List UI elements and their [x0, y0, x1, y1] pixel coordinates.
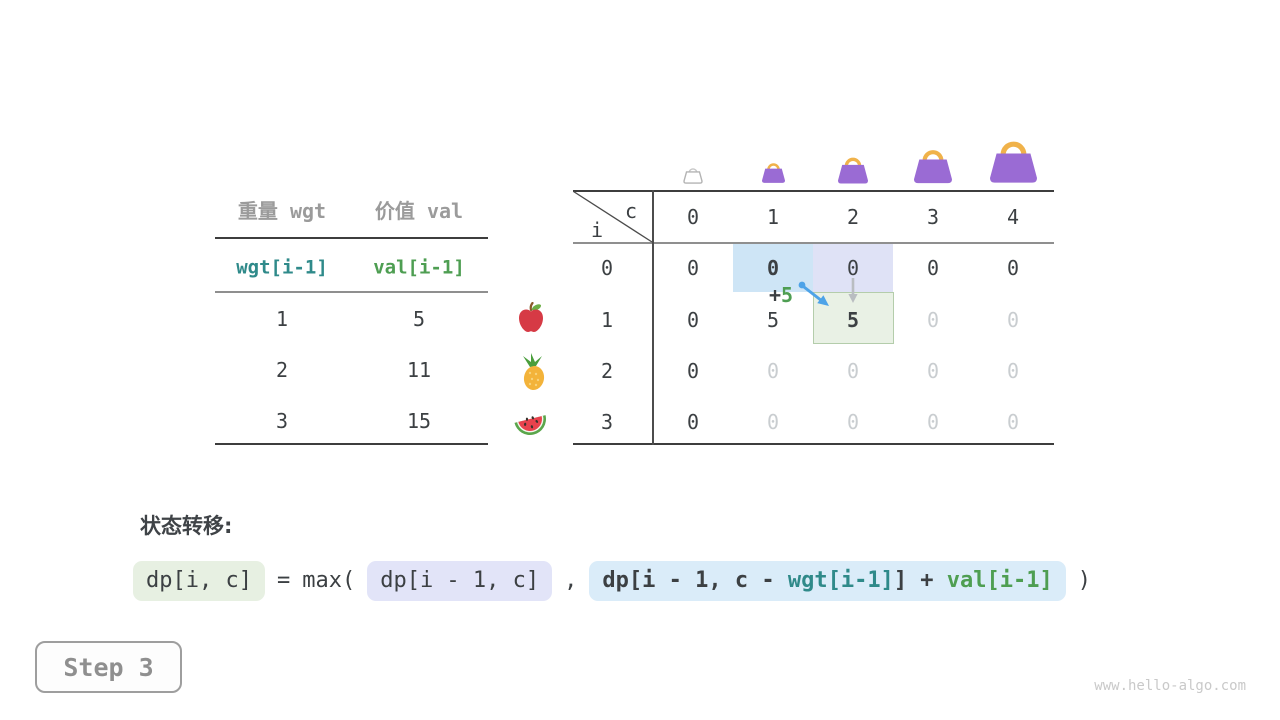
watermark: www.hello-algo.com: [1094, 678, 1246, 694]
items-table-wgt-symbol: wgt[i-1]: [236, 256, 328, 279]
dp-corner-col-label: c: [624, 199, 638, 223]
dp-cell-2-0: 0: [686, 359, 700, 383]
formula-equals: =: [276, 568, 291, 594]
formula-comma: ,: [564, 568, 578, 594]
dp-col-header-2: 2: [846, 205, 860, 229]
pineapple-icon: [517, 352, 549, 396]
dp-cell-0-2: 0: [846, 256, 860, 280]
item-weight-0: 1: [275, 307, 289, 331]
dp-cell-2-2: 0: [846, 359, 860, 383]
formula-take-option-pill: dp[i - 1, c - wgt[i-1]] + val[i-1]: [589, 561, 1066, 601]
bag-icon-capacity-4: [988, 137, 1039, 189]
dp-cell-0-0: 0: [686, 256, 700, 280]
item-weight-2: 3: [275, 409, 289, 433]
dp-cell-3-2: 0: [846, 410, 860, 434]
dp-cell-1-1: 5: [766, 308, 780, 332]
keep-arrowhead-icon: [848, 294, 858, 303]
dp-row-header-0: 0: [600, 256, 614, 280]
watermelon-icon: [510, 404, 550, 442]
step-button[interactable]: Step 3: [35, 641, 182, 693]
items-table-mid-rule: [215, 291, 488, 293]
formula-max-open: max(: [302, 568, 356, 594]
dp-cell-1-4: 0: [1006, 308, 1020, 332]
dp-corner-row-label: i: [590, 218, 604, 242]
annotation-value: 5: [781, 283, 794, 307]
dp-cell-0-1: 0: [766, 256, 780, 280]
dp-cell-3-4: 0: [1006, 410, 1020, 434]
take-arrow-origin-dot: [798, 281, 806, 289]
dp-col-header-3: 3: [926, 205, 940, 229]
dp-col-header-4: 4: [1006, 205, 1020, 229]
transition-arrows: [798, 278, 858, 306]
dp-row-header-2: 2: [600, 359, 614, 383]
item-value-0: 5: [412, 307, 426, 331]
item-value-1: 11: [406, 358, 432, 382]
apple-icon: [516, 301, 546, 338]
dp-cell-0-3: 0: [926, 256, 940, 280]
items-table-top-rule: [215, 237, 488, 239]
items-table-bottom-rule: [215, 443, 488, 445]
dp-cell-2-1: 0: [766, 359, 780, 383]
dp-row-header-1: 1: [600, 308, 614, 332]
annotation-plus-sign: +: [768, 283, 781, 307]
take-arrow-icon: [803, 285, 823, 303]
formula-take-mid: ] +: [893, 568, 947, 593]
dp-cell-3-1: 0: [766, 410, 780, 434]
dp-table-bottom-rule: [573, 443, 1054, 445]
bag-icon-capacity-3: [912, 146, 954, 189]
dp-col-header-0: 0: [686, 205, 700, 229]
dp-cell-2-4: 0: [1006, 359, 1020, 383]
dp-cell-0-4: 0: [1006, 256, 1020, 280]
formula-take-val: val[i-1]: [946, 568, 1053, 593]
formula-lhs-pill: dp[i, c]: [133, 561, 265, 601]
empty-bag-icon-capacity-0: [682, 165, 704, 189]
state-transition-label: 状态转移:: [140, 514, 233, 538]
dp-cell-3-0: 0: [686, 410, 700, 434]
item-weight-1: 2: [275, 358, 289, 382]
dp-cell-2-3: 0: [926, 359, 940, 383]
formula-close-paren: ): [1077, 568, 1092, 594]
formula-keep-option-pill: dp[i - 1, c]: [367, 561, 553, 601]
dp-cell-1-0: 0: [686, 308, 700, 332]
items-table-header-value: 价值 val: [374, 199, 464, 223]
formula-take-prefix: dp[i - 1, c -: [602, 568, 788, 593]
plus-value-annotation: +5: [769, 283, 793, 307]
item-value-2: 15: [406, 409, 432, 433]
dp-table-header-rule: [573, 242, 1054, 244]
dp-row-header-3: 3: [600, 410, 614, 434]
take-arrowhead-icon: [817, 295, 829, 306]
formula-take-wgt: wgt[i-1]: [787, 568, 894, 593]
dp-cell-1-3: 0: [926, 308, 940, 332]
dp-cell-3-3: 0: [926, 410, 940, 434]
state-transition-formula: dp[i, c] = max( dp[i - 1, c] , dp[i - 1,…: [133, 561, 1091, 601]
bag-icon-capacity-2: [836, 154, 870, 190]
dp-col-header-1: 1: [766, 205, 780, 229]
dp-corner-diagonal: [573, 191, 653, 243]
bag-icon-capacity-1: [760, 160, 787, 189]
dp-table-top-rule: [573, 190, 1054, 192]
items-table-val-symbol: val[i-1]: [373, 256, 465, 279]
dp-cell-1-2: 5: [846, 308, 860, 332]
dp-table-vertical-rule: [652, 190, 654, 445]
items-table-header-weight: 重量 wgt: [237, 199, 327, 223]
